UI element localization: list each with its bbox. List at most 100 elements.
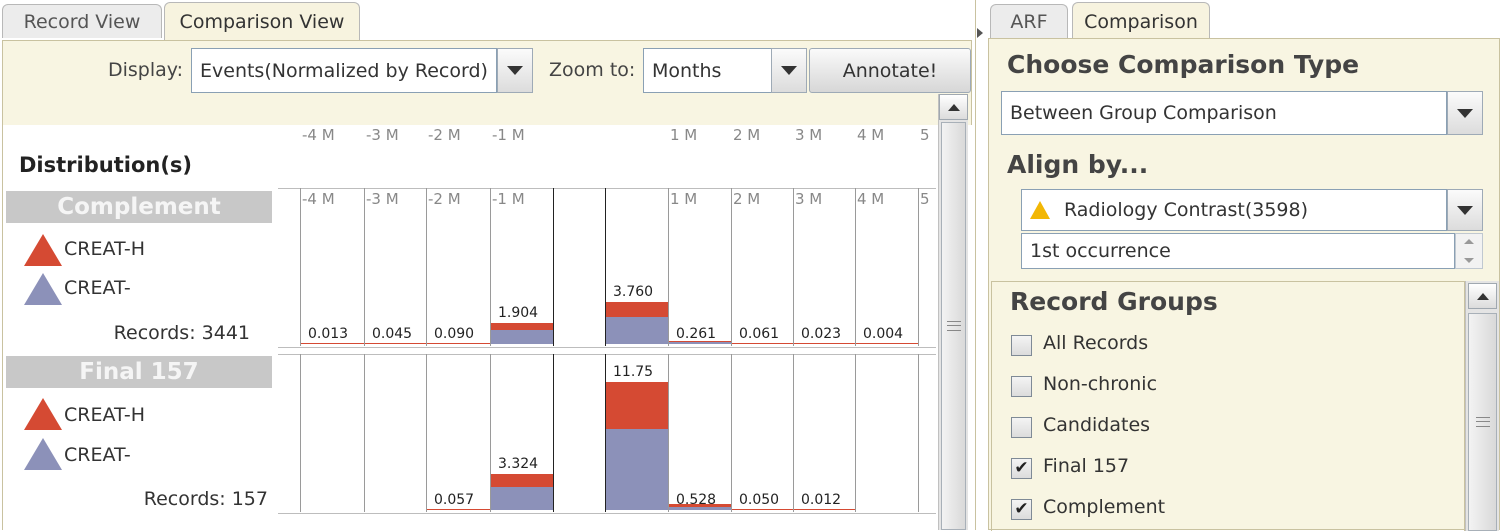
tab-comparison[interactable]: Comparison [1072, 2, 1210, 40]
x-tick-label: 1 M [670, 126, 698, 144]
tab-record-view-label: Record View [23, 10, 141, 33]
panel-splitter[interactable] [972, 0, 988, 530]
bar-value-label: 0.004 [863, 326, 904, 342]
record-group-checkbox[interactable] [1011, 335, 1032, 356]
bar-creat-h [794, 509, 855, 510]
align-by-select[interactable]: Radiology Contrast(3598) [1021, 189, 1447, 231]
bar-value-label: 0.023 [801, 326, 842, 342]
x-tick-label: 2 M [733, 126, 761, 144]
right-tab-strip: ARF Comparison [988, 0, 1500, 40]
creat-legend-icon [24, 438, 62, 470]
scroll-up-button[interactable] [939, 94, 968, 120]
scroll-thumb[interactable] [1468, 313, 1497, 531]
occurrence-value: 1st occurrence [1030, 240, 1171, 262]
record-group-checkbox[interactable] [1011, 417, 1032, 438]
event-column-right-border [605, 188, 606, 346]
legend-creat-h-label: CREAT-H [64, 238, 146, 260]
display-label: Display: [108, 59, 184, 81]
occurrence-spin-buttons[interactable] [1455, 233, 1483, 269]
record-group-label[interactable]: Non-chronic [1043, 373, 1158, 395]
creat-h-legend-icon [24, 398, 62, 430]
bar-value-label: 11.75 [613, 364, 654, 380]
bar-value-label: 3.760 [613, 284, 654, 300]
chart-vertical-scrollbar[interactable] [938, 94, 968, 530]
zoom-dropdown-button[interactable] [771, 48, 807, 93]
distributions-title: Distribution(s) [19, 153, 193, 177]
column-gridline [793, 354, 794, 512]
tab-arf[interactable]: ARF [990, 4, 1068, 38]
splitter-line [975, 0, 976, 530]
event-column-left-border [553, 188, 554, 346]
bar-creat [606, 429, 668, 510]
record-group-label[interactable]: All Records [1043, 332, 1149, 354]
column-gridline [426, 188, 427, 346]
spin-down-icon[interactable] [1464, 258, 1474, 263]
display-dropdown-button[interactable] [497, 48, 533, 93]
bar-creat-h [794, 343, 855, 344]
tab-comparison-view[interactable]: Comparison View [164, 2, 360, 40]
display-select[interactable]: Events(Normalized by Record) [191, 48, 497, 93]
column-gridline [793, 188, 794, 346]
grip-icon [946, 321, 961, 331]
scroll-thumb[interactable] [941, 122, 966, 530]
annotate-button-label: Annotate! [842, 59, 938, 82]
x-tick-label: 3 M [795, 190, 823, 208]
zoom-label: Zoom to: [549, 59, 636, 81]
bar-creat-h [732, 343, 793, 344]
x-tick-label: -3 M [366, 126, 399, 144]
x-tick-label: 5 [920, 190, 930, 208]
record-group-label[interactable]: Candidates [1043, 414, 1151, 436]
comparison-settings-panel: Choose Comparison Type Between Group Com… [988, 38, 1500, 531]
x-tick-label: 1 M [670, 190, 698, 208]
collapse-arrow-icon[interactable] [977, 28, 983, 38]
comparison-type-select[interactable]: Between Group Comparison [1001, 91, 1447, 135]
legend-creat-label: CREAT- [64, 444, 131, 466]
occurrence-spinner[interactable]: 1st occurrence [1021, 233, 1455, 269]
bar-creat [669, 342, 731, 344]
column-gridline [918, 188, 919, 346]
column-gridline [300, 188, 301, 346]
bar-creat-h [491, 322, 553, 331]
chevron-up-icon [947, 103, 960, 111]
tab-record-view[interactable]: Record View [2, 4, 162, 38]
x-tick-label: -1 M [492, 190, 525, 208]
tab-comparison-label: Comparison [1084, 10, 1198, 33]
x-tick-label: 5 [920, 126, 930, 144]
x-tick-label: -1 M [492, 126, 525, 144]
bar-creat-h [669, 341, 731, 343]
record-group-label[interactable]: Complement [1043, 496, 1166, 518]
scroll-up-button[interactable] [1468, 283, 1497, 309]
bar-value-label: 0.045 [372, 326, 413, 342]
column-gridline [364, 188, 365, 346]
event-marker-icon [1030, 201, 1050, 219]
record-groups-box: Record Groups [991, 281, 1465, 531]
zoom-select[interactable]: Months [643, 48, 773, 93]
chevron-down-icon [1457, 205, 1473, 215]
x-tick-label: -4 M [302, 190, 335, 208]
record-group-checkbox[interactable] [1011, 376, 1032, 397]
chevron-down-icon [1457, 108, 1473, 118]
column-gridline [300, 354, 301, 512]
spin-up-icon[interactable] [1464, 239, 1474, 244]
bar-value-label: 0.061 [739, 326, 780, 342]
group-header-final-157: Final 157 [6, 356, 272, 388]
bar-creat-h [732, 509, 793, 510]
record-group-label[interactable]: Final 157 [1043, 455, 1130, 477]
column-gridline [731, 188, 732, 346]
comparison-type-dropdown-button[interactable] [1447, 91, 1483, 135]
annotate-button[interactable]: Annotate! [809, 48, 971, 93]
record-groups-scrollbar[interactable] [1465, 281, 1499, 531]
align-by-dropdown-button[interactable] [1447, 189, 1483, 231]
display-select-value: Events(Normalized by Record) [200, 59, 488, 82]
bar-creat-h [669, 504, 731, 507]
legend-creat-label: CREAT- [64, 277, 131, 299]
align-by-value: Radiology Contrast(3598) [1064, 199, 1309, 221]
bar-creat-h [427, 342, 490, 344]
column-gridline [490, 188, 491, 346]
comparison-type-value: Between Group Comparison [1010, 102, 1277, 124]
record-group-checkbox[interactable]: ✔ [1011, 499, 1032, 520]
bar-value-label: 0.528 [676, 492, 717, 508]
record-group-checkbox[interactable]: ✔ [1011, 458, 1032, 479]
bar-value-label: 0.261 [676, 326, 717, 342]
column-gridline [668, 354, 669, 512]
